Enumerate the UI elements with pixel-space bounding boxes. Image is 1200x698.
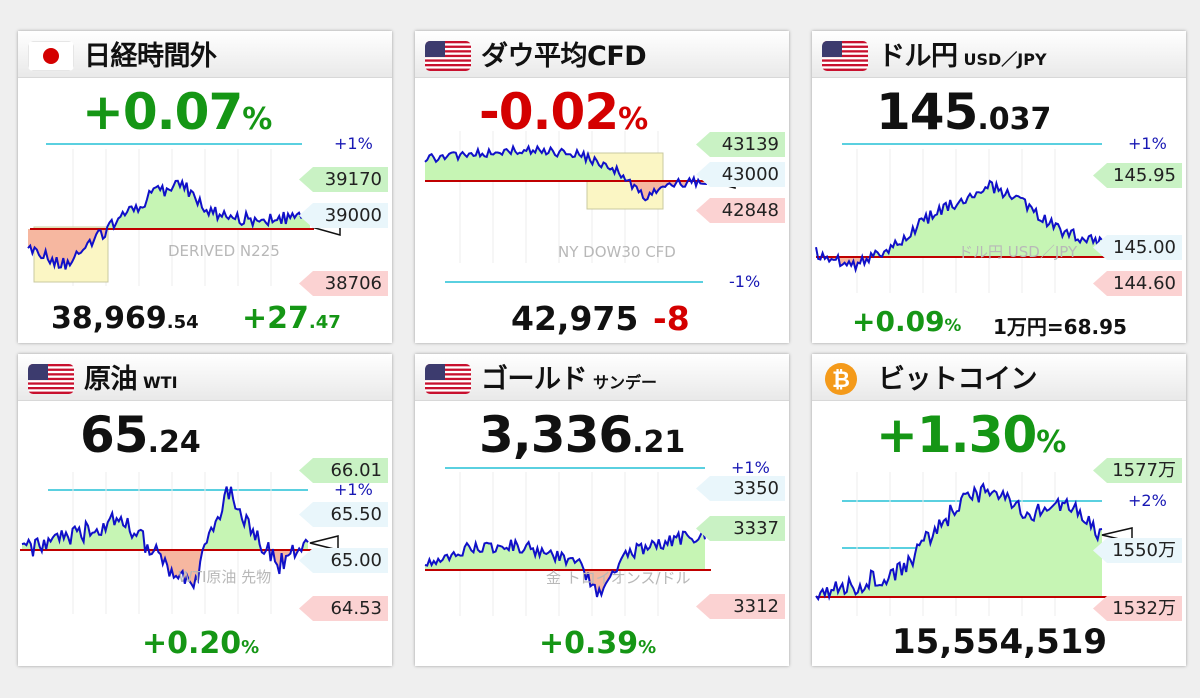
tag-high: 43139 [696, 132, 785, 157]
plus1-label: +1% [334, 480, 373, 499]
change-percent: +0.39% [539, 626, 657, 661]
chart-watermark: 金 トロイオンス/ドル [546, 569, 691, 587]
diff: -8 [653, 299, 690, 338]
us-flag-icon [425, 41, 471, 71]
usdjpy-chart [815, 143, 1131, 293]
card-header: 日経時間外 [18, 31, 392, 78]
tag-low: 64.53 [299, 596, 388, 621]
tag-high: 39170 [299, 167, 388, 192]
dow-card[interactable]: ダウ平均CFD -0.02% 43139 43000 42848 NY DOW3… [415, 31, 789, 343]
card-header: 原油 WTI [18, 354, 392, 401]
chart-watermark: ドル円 USD／JPY [958, 243, 1078, 261]
plus1-label: +1% [731, 458, 770, 477]
change-percent: +0.20% [142, 626, 260, 661]
japan-flag-icon [28, 41, 74, 71]
change-percent: +0.09% [852, 305, 962, 338]
gold-card[interactable]: ゴールド サンデー 3,336.21 +1% 3350 3337 金 トロイオンス… [415, 354, 789, 666]
price: 15,554,519 [892, 622, 1108, 662]
tag-mid: 39000 [299, 203, 388, 228]
card-title: ゴールド サンデー [481, 364, 658, 395]
card-title: 日経時間外 [84, 41, 217, 72]
tag-mid-1: 65.50 [299, 502, 388, 527]
change-percent: -0.02% [479, 83, 649, 141]
card-title: ドル円 USD／JPY [878, 41, 1047, 72]
nikkei-chart [27, 143, 341, 286]
card-title: ダウ平均CFD [481, 41, 647, 72]
card-header: ダウ平均CFD [415, 31, 789, 78]
card-header: ₿ ビットコイン [812, 354, 1186, 401]
price: 3,336.21 [479, 406, 686, 464]
tag-low: 3312 [696, 594, 785, 619]
chart-watermark: DERIVED N225 [168, 242, 280, 260]
bitcoin-icon: ₿ [824, 362, 858, 396]
tag-high: 66.01 [299, 458, 388, 483]
diff: +27.47 [242, 301, 341, 336]
chart-watermark: NY DOW30 CFD [558, 243, 676, 261]
tag-mid-2: 65.00 [299, 548, 388, 573]
price: 42,975 [511, 299, 639, 338]
chart-watermark: WTI原油 先物 [178, 568, 272, 586]
us-flag-icon [425, 364, 471, 394]
us-flag-icon [822, 41, 868, 71]
yen-conversion: 1万円=68.95 [993, 315, 1127, 339]
tag-low: 38706 [299, 271, 388, 296]
tag-mid: 43000 [696, 162, 785, 187]
tag-high: 145.95 [1093, 163, 1182, 188]
card-header: ゴールド サンデー [415, 354, 789, 401]
us-flag-icon [28, 364, 74, 394]
card-title: 原油 WTI [84, 364, 178, 395]
nikkei-card[interactable]: 日経時間外 +0.07% +1% 39170 39000 DERIVED N22… [18, 31, 392, 343]
change-percent: +1.30% [876, 406, 1067, 464]
card-title: ビットコイン [878, 364, 1038, 395]
bitcoin-chart [815, 472, 1133, 616]
svg-text:₿: ₿ [832, 368, 850, 393]
wti-card[interactable]: 原油 WTI 65.24 66.01 +1% 65.50 65.00 WTI原油 … [18, 354, 392, 666]
minus1-label: -1% [729, 272, 761, 291]
plus1-label: +1% [1128, 134, 1167, 153]
tag-low: 144.60 [1093, 271, 1182, 296]
tag-mid: 1550万 [1093, 538, 1182, 563]
usdjpy-card[interactable]: ドル円 USD／JPY 145.037 +1% 145.95 ドル円 USD／JP… [812, 31, 1186, 343]
card-header: ドル円 USD／JPY [812, 31, 1186, 78]
plus2-label: +2% [1128, 491, 1167, 510]
change-percent: +0.07% [82, 83, 273, 141]
tag-high: 1577万 [1093, 458, 1182, 483]
tag-high: 3350 [696, 476, 785, 501]
gold-chart [424, 467, 736, 616]
price: 145.037 [876, 83, 1052, 141]
tag-mid: 145.00 [1093, 235, 1182, 260]
bitcoin-card[interactable]: ₿ ビットコイン +1.30% 1577万 +2% 1550万 1532万 15… [812, 354, 1186, 666]
dow-chart [424, 131, 736, 283]
wti-chart [20, 472, 339, 614]
tag-low: 42848 [696, 198, 785, 223]
tag-low: 1532万 [1093, 596, 1182, 621]
price: 65.24 [80, 406, 201, 464]
plus1-label: +1% [334, 134, 373, 153]
price: 38,969.54 [51, 301, 199, 336]
tag-mid: 3337 [696, 516, 785, 541]
